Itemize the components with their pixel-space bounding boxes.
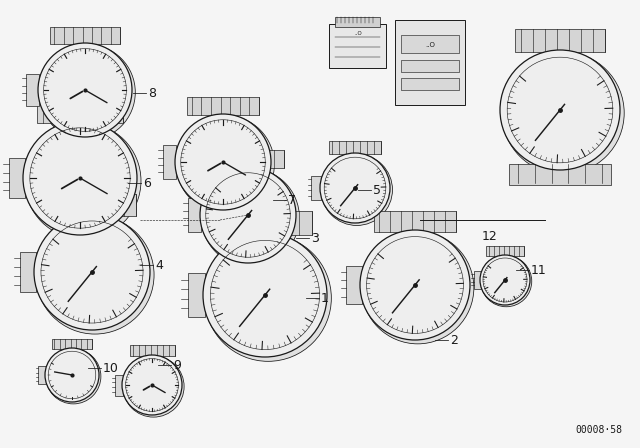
- Text: 4: 4: [155, 258, 163, 271]
- Text: 10: 10: [103, 362, 119, 375]
- FancyBboxPatch shape: [52, 339, 92, 349]
- Circle shape: [360, 230, 470, 340]
- Circle shape: [36, 216, 154, 334]
- Circle shape: [34, 214, 150, 330]
- Circle shape: [38, 43, 132, 137]
- FancyBboxPatch shape: [212, 150, 284, 168]
- Text: 11: 11: [531, 263, 547, 276]
- Circle shape: [25, 123, 141, 239]
- FancyBboxPatch shape: [346, 266, 362, 304]
- FancyBboxPatch shape: [335, 17, 380, 27]
- FancyBboxPatch shape: [509, 164, 611, 185]
- Circle shape: [205, 235, 332, 362]
- FancyBboxPatch shape: [50, 26, 120, 44]
- Circle shape: [177, 116, 275, 213]
- FancyBboxPatch shape: [329, 24, 386, 68]
- Text: 1: 1: [321, 292, 329, 305]
- FancyBboxPatch shape: [187, 97, 259, 116]
- Text: ..O: ..O: [425, 42, 435, 48]
- FancyBboxPatch shape: [37, 101, 123, 123]
- FancyBboxPatch shape: [401, 78, 459, 90]
- Circle shape: [200, 167, 296, 263]
- FancyBboxPatch shape: [401, 60, 459, 72]
- FancyBboxPatch shape: [26, 73, 40, 107]
- Circle shape: [23, 121, 137, 235]
- FancyBboxPatch shape: [115, 375, 123, 396]
- Text: 9: 9: [173, 358, 181, 371]
- Circle shape: [122, 355, 182, 415]
- Circle shape: [203, 233, 327, 357]
- Circle shape: [362, 232, 474, 344]
- Text: 3: 3: [311, 232, 319, 245]
- Circle shape: [123, 356, 184, 417]
- FancyBboxPatch shape: [129, 345, 175, 356]
- FancyBboxPatch shape: [329, 141, 381, 154]
- FancyBboxPatch shape: [9, 158, 25, 198]
- FancyBboxPatch shape: [188, 273, 205, 317]
- Circle shape: [500, 50, 620, 170]
- Text: ..O: ..O: [354, 30, 362, 35]
- Text: 7: 7: [288, 194, 296, 207]
- Text: 2: 2: [450, 333, 458, 346]
- FancyBboxPatch shape: [374, 211, 456, 232]
- FancyBboxPatch shape: [163, 145, 177, 179]
- FancyBboxPatch shape: [49, 194, 136, 216]
- Text: 12: 12: [482, 230, 498, 243]
- FancyBboxPatch shape: [218, 211, 312, 235]
- FancyBboxPatch shape: [19, 252, 36, 292]
- FancyBboxPatch shape: [188, 198, 202, 232]
- Circle shape: [321, 154, 392, 225]
- FancyBboxPatch shape: [401, 35, 459, 53]
- Circle shape: [175, 114, 271, 210]
- Circle shape: [320, 153, 390, 223]
- FancyBboxPatch shape: [486, 246, 524, 256]
- FancyBboxPatch shape: [474, 271, 481, 289]
- FancyBboxPatch shape: [395, 20, 465, 105]
- Circle shape: [502, 52, 624, 174]
- Circle shape: [46, 349, 101, 404]
- Text: 8: 8: [148, 86, 156, 99]
- Circle shape: [45, 348, 99, 402]
- Text: 6: 6: [143, 177, 151, 190]
- FancyBboxPatch shape: [38, 366, 46, 384]
- Circle shape: [202, 168, 300, 267]
- FancyBboxPatch shape: [311, 176, 321, 200]
- Circle shape: [481, 256, 532, 307]
- Text: 5: 5: [373, 184, 381, 197]
- Text: 00008·58: 00008·58: [575, 425, 622, 435]
- Circle shape: [40, 44, 135, 140]
- Circle shape: [480, 255, 530, 305]
- FancyBboxPatch shape: [515, 29, 605, 52]
